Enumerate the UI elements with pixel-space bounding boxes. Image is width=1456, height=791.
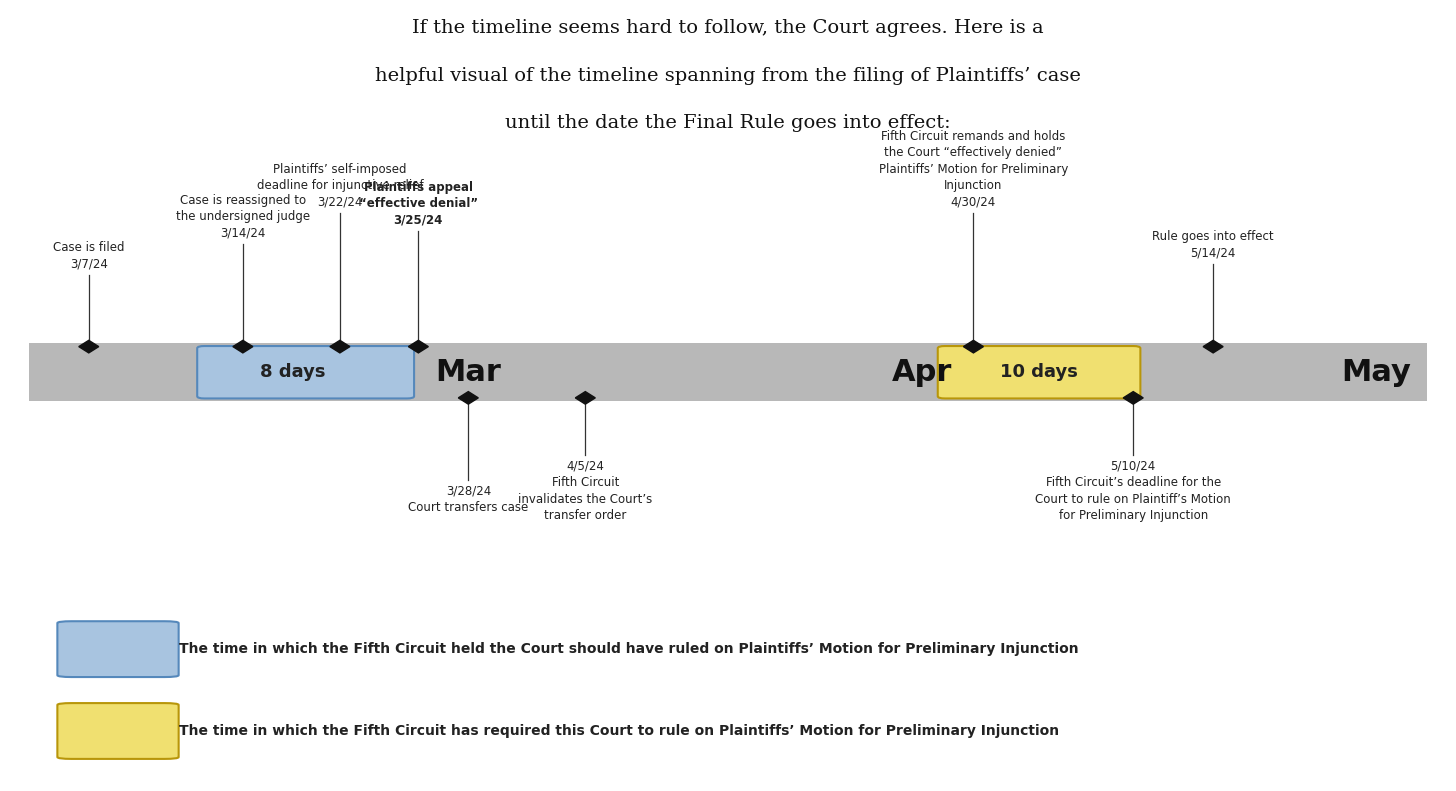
Polygon shape — [233, 340, 253, 353]
Text: 5/10/24
Fifth Circuit’s deadline for the
Court to rule on Plaintiff’s Motion
for: 5/10/24 Fifth Circuit’s deadline for the… — [1035, 460, 1232, 522]
Text: Rule goes into effect
5/14/24: Rule goes into effect 5/14/24 — [1152, 230, 1274, 259]
Polygon shape — [964, 340, 983, 353]
Text: If the timeline seems hard to follow, the Court agrees. Here is a: If the timeline seems hard to follow, th… — [412, 19, 1044, 37]
FancyBboxPatch shape — [197, 346, 414, 399]
Text: Plaintiffs’ self-imposed
deadline for injunctive relief
3/22/24: Plaintiffs’ self-imposed deadline for in… — [256, 163, 424, 209]
Polygon shape — [408, 340, 428, 353]
Text: Case is reassigned to
the undersigned judge
3/14/24: Case is reassigned to the undersigned ju… — [176, 194, 310, 240]
Text: Apr: Apr — [893, 358, 952, 387]
Polygon shape — [459, 392, 479, 404]
Text: The time in which the Fifth Circuit has required this Court to rule on Plaintiff: The time in which the Fifth Circuit has … — [179, 724, 1059, 738]
Polygon shape — [1203, 340, 1223, 353]
FancyBboxPatch shape — [938, 346, 1140, 399]
FancyBboxPatch shape — [57, 621, 179, 677]
Text: Mar: Mar — [435, 358, 501, 387]
Text: 8 days: 8 days — [261, 363, 326, 381]
Polygon shape — [1123, 392, 1143, 404]
Text: Fifth Circuit remands and holds
the Court “effectively denied”
Plaintiffs’ Motio: Fifth Circuit remands and holds the Cour… — [879, 130, 1069, 209]
Text: Case is filed
3/7/24: Case is filed 3/7/24 — [52, 240, 125, 271]
Text: Plaintiffs appeal
“effective denial”
3/25/24: Plaintiffs appeal “effective denial” 3/2… — [358, 181, 478, 227]
FancyBboxPatch shape — [29, 343, 1427, 402]
Text: until the date the Final Rule goes into effect:: until the date the Final Rule goes into … — [505, 114, 951, 132]
FancyBboxPatch shape — [57, 703, 179, 759]
Polygon shape — [575, 392, 596, 404]
Polygon shape — [331, 340, 349, 353]
Text: The time in which the Fifth Circuit held the Court should have ruled on Plaintif: The time in which the Fifth Circuit held… — [179, 642, 1079, 657]
Text: 4/5/24
Fifth Circuit
invalidates the Court’s
transfer order: 4/5/24 Fifth Circuit invalidates the Cou… — [518, 460, 652, 522]
Text: helpful visual of the timeline spanning from the filing of Plaintiffs’ case: helpful visual of the timeline spanning … — [376, 66, 1080, 85]
Text: 10 days: 10 days — [1000, 363, 1077, 381]
Text: 3/28/24
Court transfers case: 3/28/24 Court transfers case — [408, 485, 529, 514]
Polygon shape — [79, 340, 99, 353]
Text: May: May — [1341, 358, 1411, 387]
